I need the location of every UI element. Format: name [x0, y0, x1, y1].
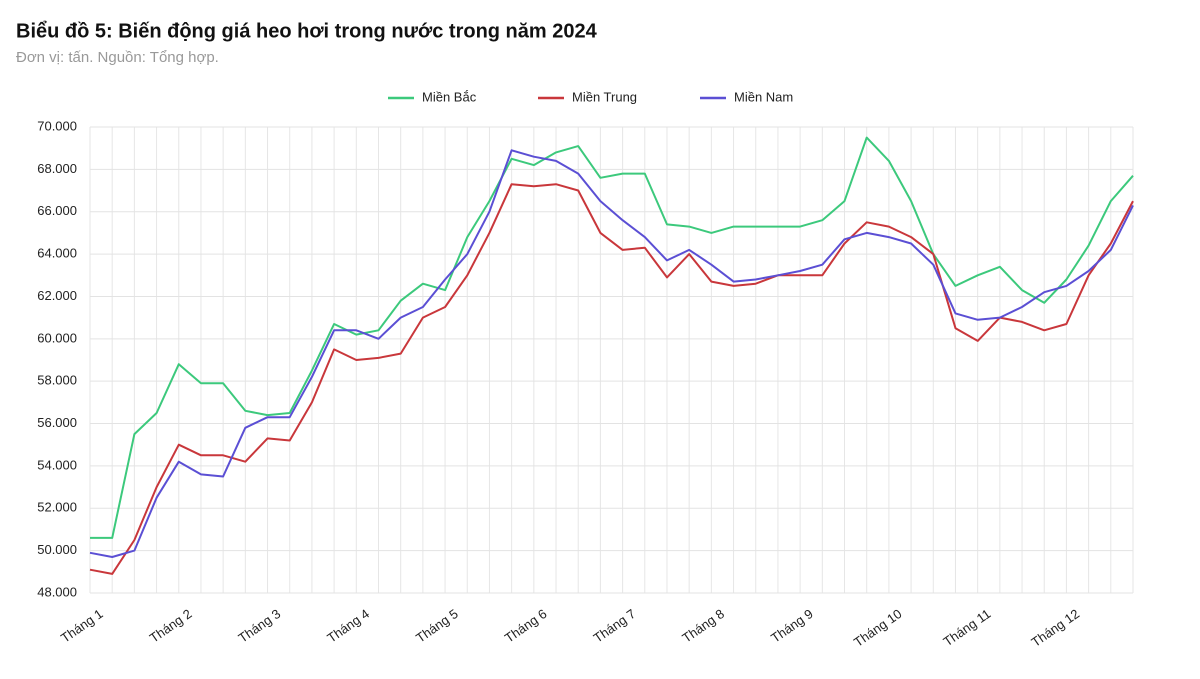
x-tick-label: Tháng 1 [58, 606, 106, 646]
x-tick-label: Tháng 3 [236, 606, 284, 646]
x-tick-label: Tháng 7 [591, 606, 639, 646]
legend-label: Miền Nam [734, 89, 793, 104]
x-tick-label: Tháng 8 [679, 606, 727, 646]
y-tick-label: 70.000 [37, 118, 77, 133]
x-tick-label: Tháng 11 [941, 606, 994, 649]
chart-subtitle: Đơn vị: tấn. Nguồn: Tổng hợp. [16, 49, 219, 66]
y-tick-label: 58.000 [37, 373, 77, 388]
x-tick-label: Tháng 2 [147, 606, 195, 646]
y-tick-label: 48.000 [37, 584, 77, 599]
y-tick-label: 56.000 [37, 415, 77, 430]
legend-label: Miền Bắc [422, 89, 477, 104]
x-tick-label: Tháng 6 [502, 606, 550, 646]
y-tick-label: 62.000 [37, 288, 77, 303]
x-tick-label: Tháng 9 [768, 606, 816, 646]
legend-label: Miền Trung [572, 89, 637, 104]
y-tick-label: 54.000 [37, 457, 77, 472]
x-tick-label: Tháng 10 [851, 606, 905, 650]
x-tick-label: Tháng 5 [413, 606, 461, 646]
series-line [89, 183, 1134, 575]
series-line [90, 136, 1134, 539]
y-tick-label: 64.000 [37, 246, 77, 261]
y-tick-label: 52.000 [37, 500, 77, 515]
y-tick-label: 68.000 [37, 161, 77, 176]
y-tick-label: 60.000 [37, 330, 77, 345]
x-tick-label: Tháng 4 [324, 606, 372, 646]
series-line [89, 149, 1134, 558]
x-tick-label: Tháng 12 [1029, 606, 1083, 650]
y-tick-label: 50.000 [37, 542, 77, 557]
y-tick-label: 66.000 [37, 203, 77, 218]
chart-title: Biểu đồ 5: Biến động giá heo hơi trong n… [16, 20, 598, 42]
